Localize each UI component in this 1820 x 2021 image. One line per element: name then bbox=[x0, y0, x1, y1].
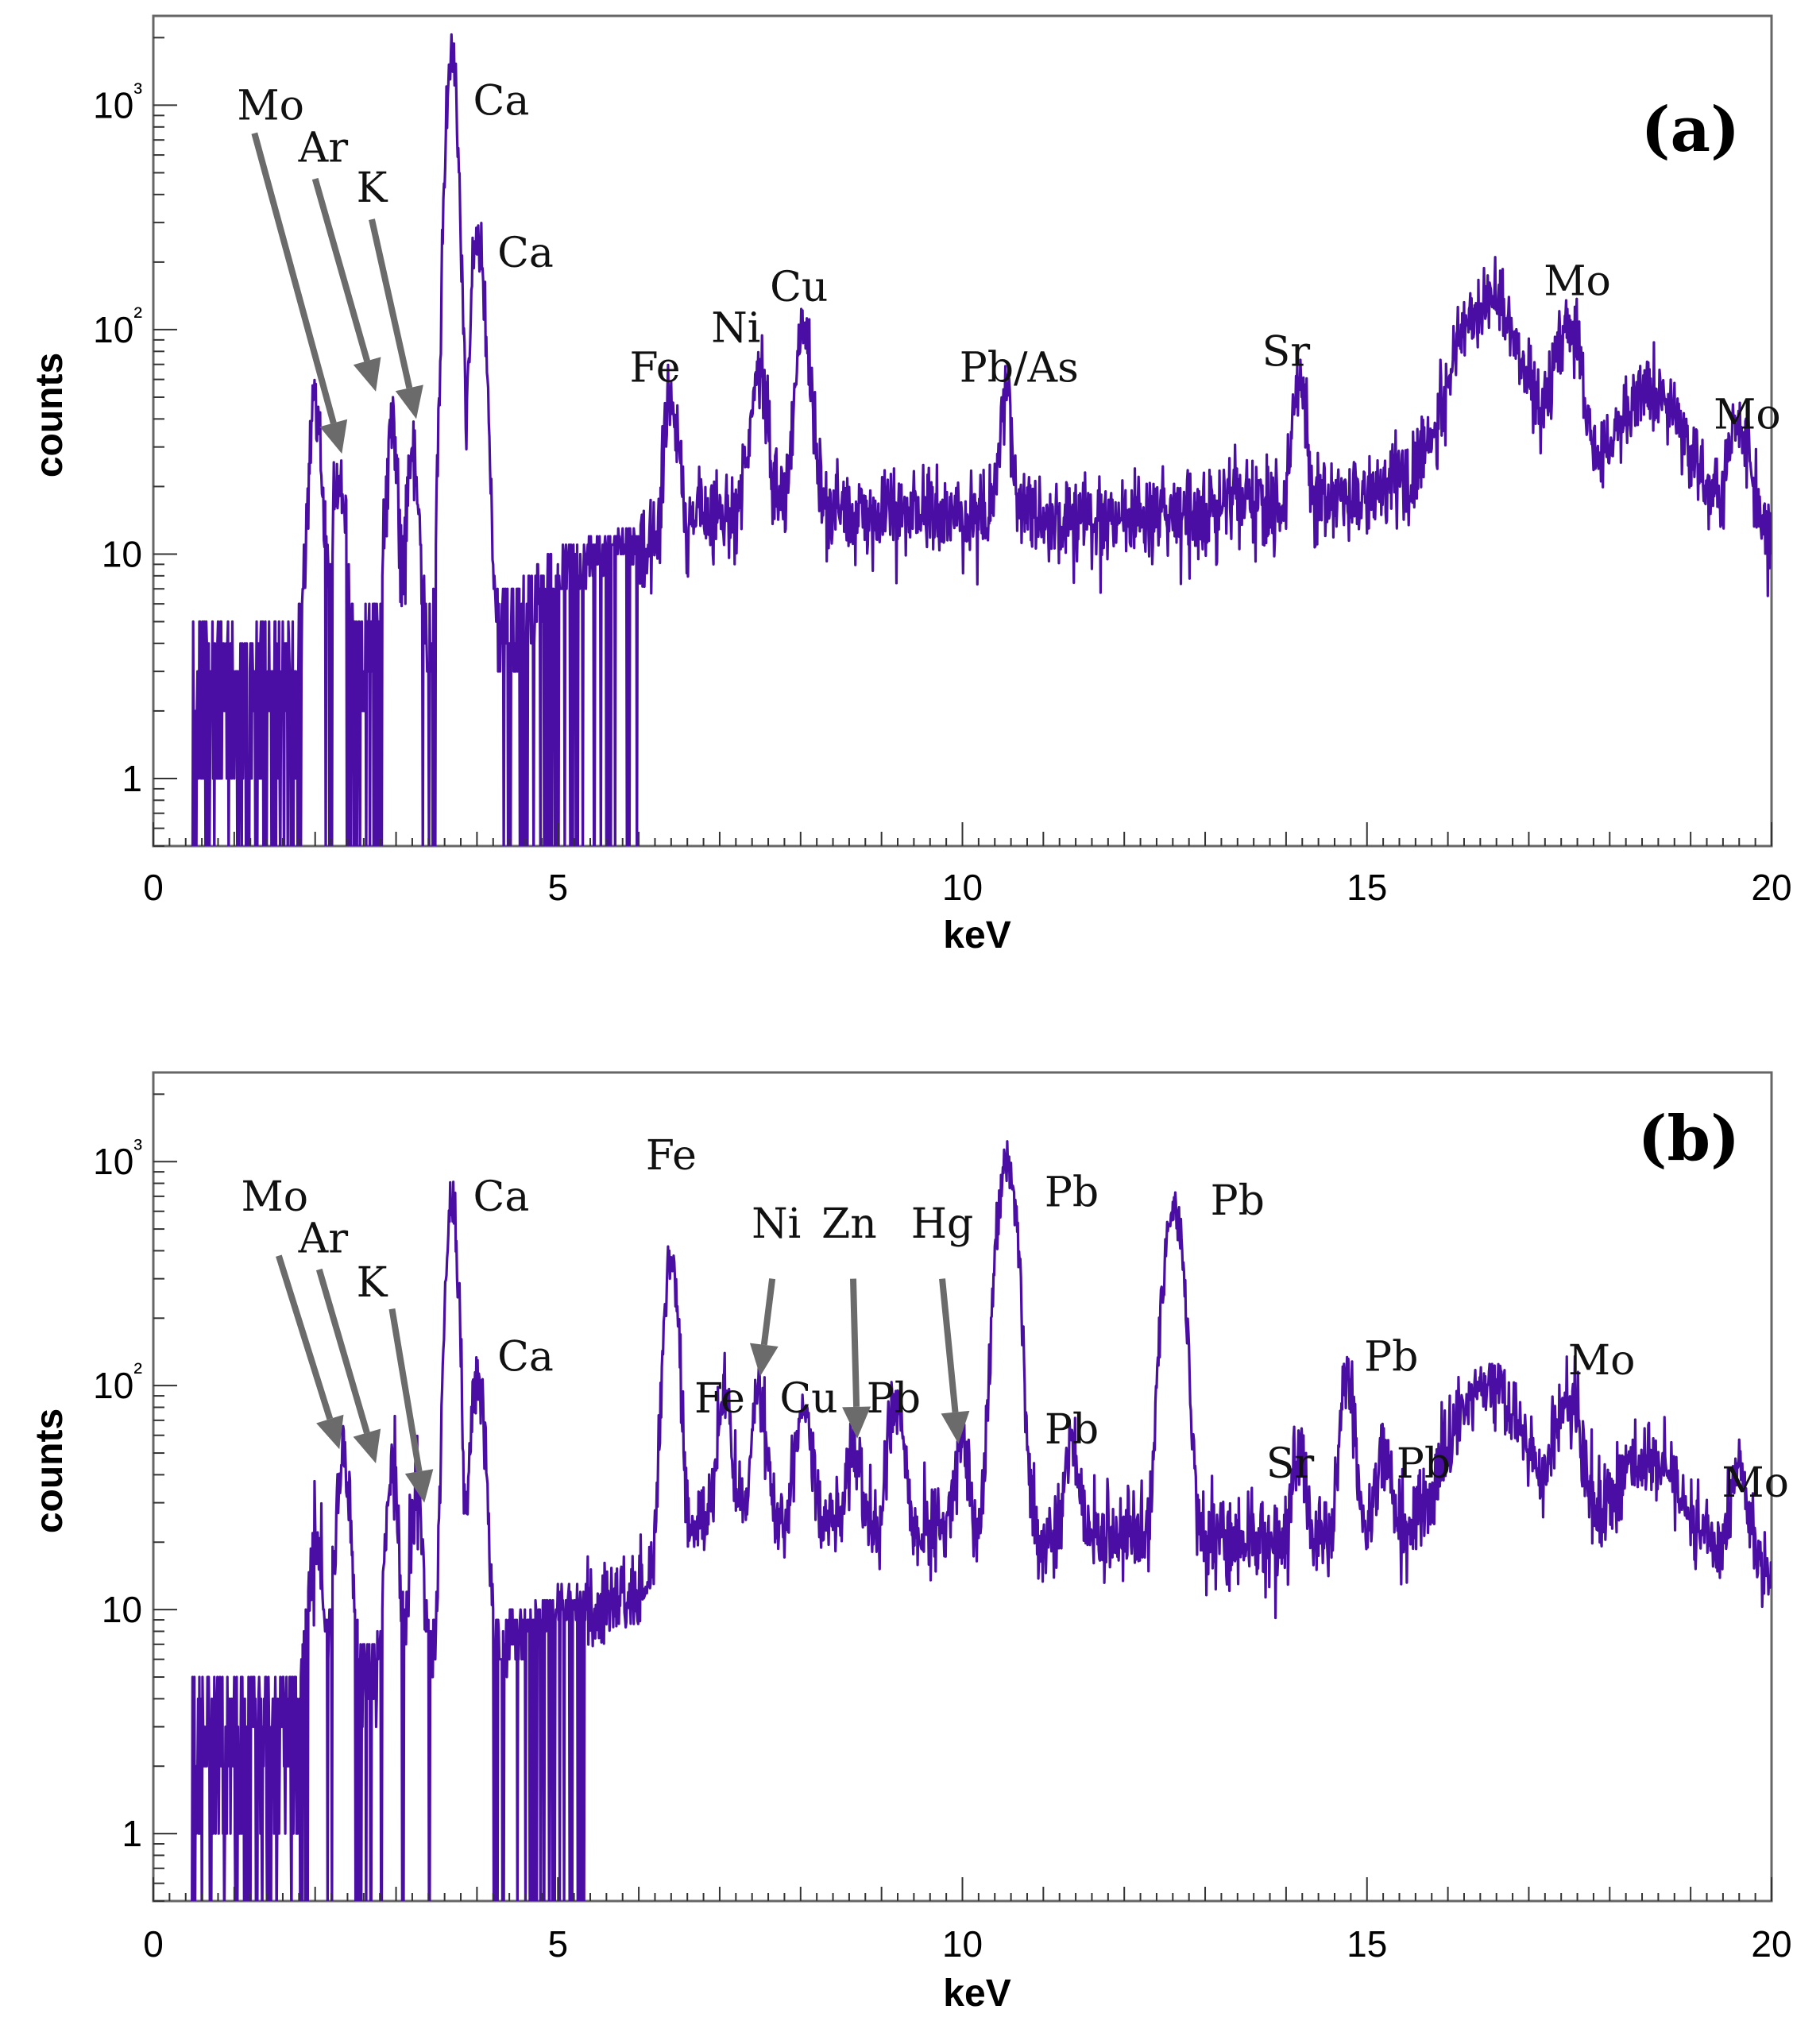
peak-label: Mo bbox=[237, 82, 304, 129]
peak-label: Pb bbox=[1397, 1440, 1451, 1488]
annotation-arrow-head bbox=[842, 1406, 871, 1439]
x-tick-label: 10 bbox=[942, 1923, 983, 1965]
peak-label: Pb bbox=[1045, 1169, 1099, 1217]
x-tick-label: 15 bbox=[1347, 1923, 1387, 1965]
peak-label: Sr bbox=[1266, 1440, 1315, 1488]
x-tick-label: 10 bbox=[942, 867, 983, 908]
peak-label: Cu bbox=[779, 1375, 837, 1423]
annotation-arrow bbox=[369, 218, 413, 389]
y-tick-label: 10³ bbox=[93, 77, 142, 126]
panel-tag: (a) bbox=[1641, 94, 1740, 166]
peak-label: Zn bbox=[821, 1200, 877, 1248]
x-axis-title: keV bbox=[943, 914, 1010, 956]
peak-label: Hg bbox=[911, 1200, 974, 1248]
peak-label: Pb/As bbox=[960, 344, 1079, 392]
plot-frame bbox=[152, 14, 1773, 848]
peak-label: Mo bbox=[241, 1173, 308, 1221]
peak-label: Mo bbox=[1721, 1459, 1789, 1507]
annotation-arrow-head bbox=[941, 1410, 970, 1444]
peak-label: Ar bbox=[298, 1215, 349, 1263]
peak-label: Fe bbox=[694, 1375, 745, 1423]
y-tick-label: 10³ bbox=[93, 1134, 142, 1182]
x-tick-label: 20 bbox=[1751, 867, 1791, 908]
y-tick-label: 10 bbox=[102, 1589, 142, 1630]
annotation-arrow bbox=[760, 1278, 776, 1346]
x-tick-label: 20 bbox=[1751, 1923, 1791, 1965]
peak-label: Mo bbox=[1714, 391, 1781, 439]
x-tick-label: 0 bbox=[143, 867, 164, 908]
peak-label: Pb bbox=[1364, 1333, 1418, 1381]
annotation-arrow bbox=[315, 1268, 370, 1434]
peak-label: Ca bbox=[473, 77, 530, 125]
annotation-arrow-head bbox=[353, 357, 381, 392]
spectrum-series bbox=[191, 1140, 1772, 1901]
panel-tag: (b) bbox=[1638, 1103, 1740, 1175]
peak-label: Ar bbox=[298, 124, 349, 172]
y-tick-label: 1 bbox=[122, 758, 142, 799]
annotation-arrow-head bbox=[404, 1469, 434, 1503]
peak-label: Mo bbox=[1568, 1337, 1636, 1385]
peak-label: Ca bbox=[473, 1173, 530, 1221]
y-tick-label: 10² bbox=[93, 1358, 142, 1406]
peak-label: Cu bbox=[770, 264, 828, 311]
peak-label: Pb bbox=[1211, 1177, 1265, 1225]
annotation-arrow-head bbox=[316, 1414, 344, 1450]
spectrum-panel-a: 0 5 10 15 2011010²10³keVcountsMoArKCaCaFeNiC… bbox=[29, 14, 1792, 956]
annotation-arrow bbox=[251, 132, 337, 424]
peak-label: Fe bbox=[646, 1132, 697, 1180]
x-tick-label: 5 bbox=[547, 1923, 568, 1965]
x-axis-title: keV bbox=[943, 1973, 1010, 2015]
y-tick-label: 1 bbox=[122, 1813, 142, 1854]
y-axis-title: counts bbox=[29, 353, 71, 477]
x-tick-label: 15 bbox=[1347, 867, 1387, 908]
y-tick-label: 10 bbox=[102, 533, 142, 574]
annotation-arrow bbox=[276, 1254, 334, 1420]
peak-label: Sr bbox=[1262, 328, 1311, 376]
peak-label: Ca bbox=[497, 1333, 554, 1381]
peak-label: Ni bbox=[752, 1200, 801, 1248]
annotation-arrow-head bbox=[395, 384, 423, 419]
peak-label: Mo bbox=[1544, 257, 1611, 305]
peak-label: Pb bbox=[1045, 1406, 1099, 1454]
annotation-arrow bbox=[850, 1278, 860, 1407]
annotation-arrow-head bbox=[319, 419, 348, 454]
x-tick-label: 5 bbox=[547, 867, 568, 908]
peak-label: Ni bbox=[711, 305, 760, 353]
peak-label: K bbox=[357, 164, 388, 212]
annotation-arrow-head bbox=[749, 1343, 779, 1377]
peak-label: Ca bbox=[497, 230, 554, 277]
peak-label: K bbox=[357, 1259, 388, 1307]
y-axis-title: counts bbox=[29, 1409, 71, 1533]
y-tick-label: 10² bbox=[93, 302, 142, 350]
annotation-arrow bbox=[939, 1278, 959, 1412]
annotation-arrow-head bbox=[353, 1428, 381, 1463]
annotation-arrow bbox=[388, 1308, 423, 1472]
annotation-arrow bbox=[311, 177, 370, 362]
peak-label: Fe bbox=[629, 344, 680, 392]
spectrum-series bbox=[191, 33, 1772, 846]
peak-label: Pb bbox=[867, 1375, 921, 1423]
x-tick-label: 0 bbox=[143, 1923, 164, 1965]
